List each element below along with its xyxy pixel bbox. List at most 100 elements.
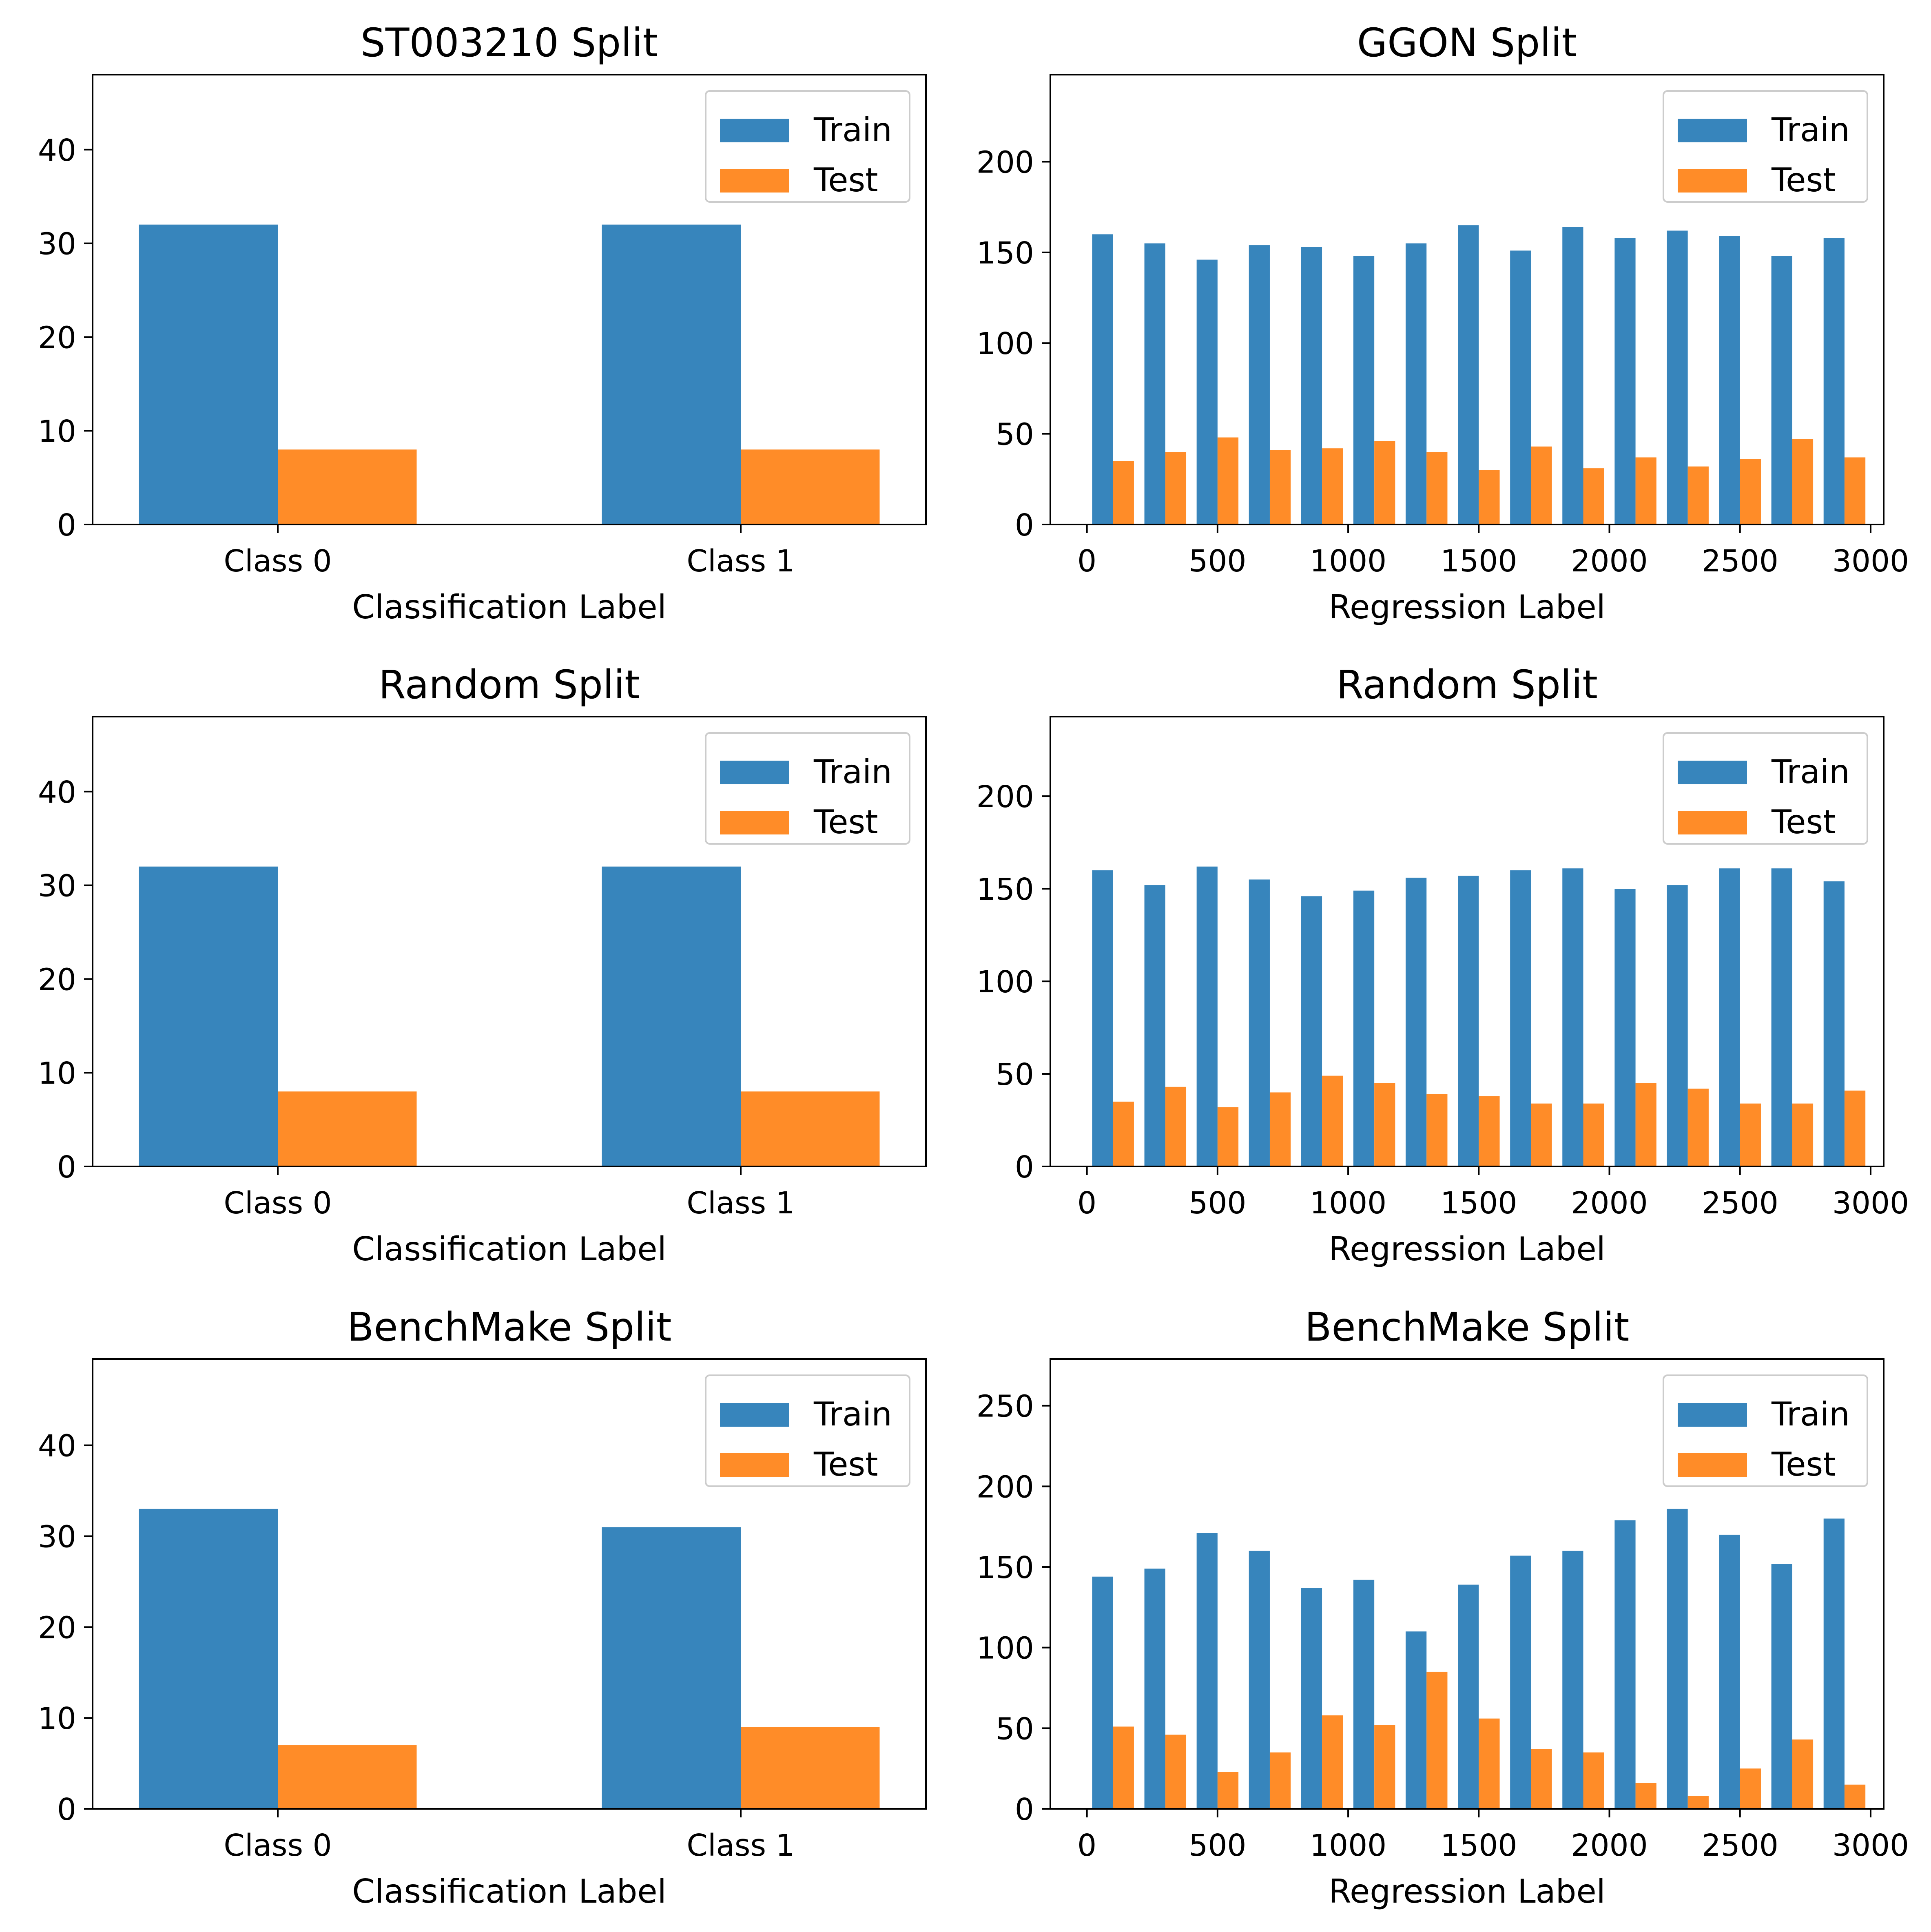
legend-train-label: Train (813, 1395, 892, 1433)
y-tick-label: 250 (977, 1389, 1034, 1424)
train-bar (1249, 879, 1270, 1166)
x-tick-label: Class 1 (686, 544, 795, 579)
x-tick-label: 1000 (1310, 544, 1386, 579)
test-bar (1217, 437, 1239, 524)
legend-train-swatch (1678, 119, 1747, 142)
x-tick-label: 2500 (1702, 1828, 1778, 1863)
train-bar (1249, 1551, 1270, 1809)
axes-frame (1050, 74, 1884, 525)
y-tick-label: 50 (996, 1711, 1034, 1746)
train-bar (1771, 868, 1792, 1166)
test-bar (1374, 441, 1395, 524)
x-tick-label: 1500 (1440, 1828, 1517, 1863)
train-bar (1458, 876, 1479, 1166)
test-bar (1740, 459, 1761, 524)
test-bar (1479, 1096, 1500, 1166)
bars (1092, 225, 1866, 524)
y-tick-label: 0 (57, 508, 76, 543)
x-axis-label: Classification Label (352, 1230, 667, 1268)
legend: Train Test (705, 1374, 910, 1487)
legend-test-label: Test (1771, 803, 1836, 841)
test-bar (1635, 457, 1656, 524)
x-tick-label: Class 0 (224, 544, 332, 579)
train-bar (1719, 1534, 1740, 1809)
test-bar (1583, 468, 1604, 524)
test-bar (1113, 1102, 1134, 1166)
y-tick-label: 50 (996, 1057, 1034, 1092)
axes-frame (92, 74, 927, 525)
train-bar (1405, 877, 1427, 1166)
train-bar (1667, 1509, 1688, 1809)
train-bar (1823, 881, 1845, 1166)
chart-title: Random Split (1336, 662, 1598, 708)
x-tick-label: 1500 (1440, 544, 1517, 579)
train-bar (1562, 1551, 1583, 1809)
chart-panel: GGON Split 0 500 1000 1500 2000 2500 3000 0 50 100… (977, 20, 1909, 626)
x-tick-label: Class 0 (224, 1186, 332, 1221)
legend-train-label: Train (813, 111, 892, 149)
test-bar (1426, 1094, 1448, 1166)
y-tick-label: 10 (38, 414, 76, 449)
test-bar (1792, 439, 1814, 524)
test-bar (1740, 1768, 1761, 1809)
legend-train-label: Train (1771, 753, 1850, 791)
train-bar (1510, 1556, 1531, 1809)
train-bar (1667, 885, 1688, 1166)
x-tick-label: 1000 (1310, 1828, 1386, 1863)
legend: Train Test (1663, 1374, 1868, 1487)
x-tick-label: 2500 (1702, 1186, 1778, 1221)
chart-panel: BenchMake Split Class 0 Class 1 0 10 20 30 40 Cl… (38, 1304, 927, 1910)
axes-frame (92, 716, 927, 1167)
test-bar (1374, 1083, 1395, 1166)
x-tick-label: 2000 (1571, 1828, 1648, 1863)
legend-train-swatch (720, 761, 789, 784)
y-tick-label: 20 (38, 1610, 76, 1645)
chart-title: ST003210 Split (361, 20, 658, 66)
test-bar (1792, 1103, 1814, 1166)
x-tick-label: 2000 (1571, 544, 1648, 579)
x-axis-label: Regression Label (1329, 1872, 1605, 1910)
train-bar (1510, 250, 1531, 524)
y-tick-label: 10 (38, 1056, 76, 1091)
x-tick-label: 1500 (1440, 1186, 1517, 1221)
y-tick-label: 50 (996, 417, 1034, 452)
test-bar (1113, 1726, 1134, 1809)
y-tick-label: 150 (977, 1550, 1034, 1585)
legend-test-label: Test (813, 161, 878, 199)
x-axis-label: Regression Label (1329, 588, 1605, 626)
x-tick-label: 1000 (1310, 1186, 1386, 1221)
test-bar (1426, 452, 1448, 524)
train-bar (1562, 868, 1583, 1166)
train-bar (1458, 225, 1479, 524)
train-bar (1614, 889, 1636, 1166)
test-bar (1531, 446, 1552, 524)
train-bar (139, 866, 278, 1166)
train-bar (1196, 866, 1218, 1166)
y-tick-label: 40 (38, 133, 76, 168)
x-tick-label: 3000 (1832, 1186, 1909, 1221)
axes-frame (1050, 716, 1884, 1167)
test-bar (1687, 1089, 1709, 1166)
y-tick-label: 40 (38, 1429, 76, 1464)
test-bar (1792, 1739, 1814, 1809)
legend-test-swatch (1678, 169, 1747, 193)
train-bar (1667, 230, 1688, 524)
y-tick-label: 0 (57, 1150, 76, 1185)
x-tick-label: Class 0 (224, 1828, 332, 1863)
y-tick-label: 10 (38, 1701, 76, 1736)
train-bar (1196, 1533, 1218, 1809)
train-bar (1458, 1585, 1479, 1809)
y-tick-label: 150 (977, 236, 1034, 271)
test-bar (1687, 1796, 1709, 1809)
y-tick-label: 20 (38, 320, 76, 355)
train-bar (1301, 1588, 1322, 1809)
axes-frame (1050, 1358, 1884, 1810)
train-bar (1823, 238, 1845, 524)
y-tick-label: 30 (38, 227, 76, 262)
x-axis-label: Classification Label (352, 588, 667, 626)
chart-title: Random Split (379, 662, 640, 708)
train-bar (602, 1527, 741, 1809)
legend: Train Test (705, 732, 910, 845)
